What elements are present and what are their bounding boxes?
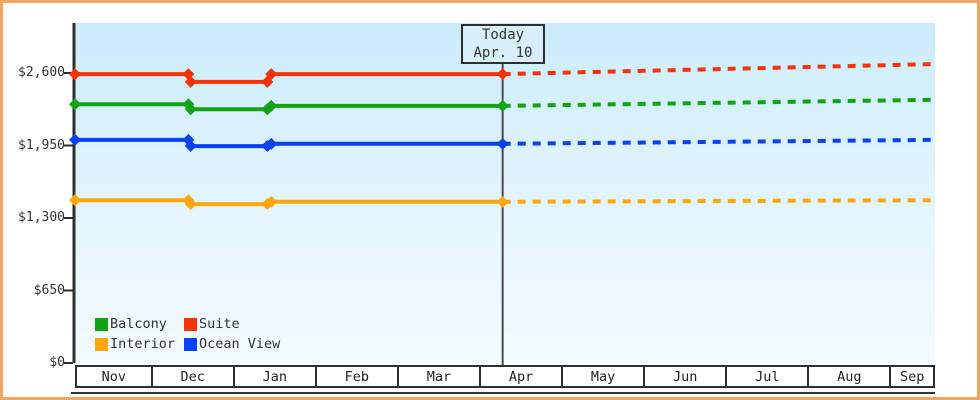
axis-bottom-rule — [71, 392, 935, 394]
series-line-solid-ocean-view — [75, 137, 503, 149]
today-vertical-line — [501, 64, 504, 365]
marker-diamond — [496, 137, 509, 150]
series-line-solid-suite — [75, 72, 503, 84]
legend-swatch — [95, 337, 108, 351]
series-line-forecast-suite — [502, 62, 933, 77]
legend-item-interior: Interior — [95, 334, 184, 354]
marker-diamond — [69, 133, 81, 146]
month-cell-jul: Jul — [727, 367, 810, 386]
series-line-forecast-ocean-view — [502, 137, 933, 146]
month-cell-aug: Aug — [809, 367, 892, 386]
marker-diamond — [69, 98, 81, 111]
y-axis-tick — [64, 144, 73, 147]
y-axis-tick — [64, 72, 73, 74]
today-date: Apr. 10 — [473, 45, 533, 61]
y-axis-line — [72, 23, 76, 363]
marker-diamond — [69, 194, 81, 207]
today-marker-box: Today Apr. 10 — [461, 24, 545, 64]
series-line-forecast-interior — [502, 198, 933, 204]
marker-diamond — [496, 68, 509, 81]
y-axis-tick — [64, 362, 73, 364]
legend-swatch — [184, 337, 197, 351]
legend: Balcony Suite Interior Ocean View — [95, 314, 280, 354]
series-line-solid-interior — [75, 198, 503, 207]
today-label: Today — [481, 27, 525, 43]
marker-diamond — [265, 195, 278, 208]
marker-diamond — [265, 68, 278, 81]
marker-diamond — [184, 140, 197, 153]
marker-diamond — [496, 195, 509, 208]
marker-diamond — [184, 198, 197, 211]
plot-area — [75, 23, 935, 363]
marker-diamond — [184, 75, 197, 88]
y-tick-label: $1,950 — [18, 137, 65, 153]
series-line-forecast-balcony — [502, 97, 933, 108]
legend-label: Interior — [110, 336, 176, 352]
y-tick-label: $2,600 — [18, 65, 65, 80]
legend-label: Balcony — [110, 316, 167, 332]
month-cell-jun: Jun — [645, 367, 728, 386]
legend-item-balcony: Balcony — [95, 314, 184, 334]
legend-label: Ocean View — [199, 336, 281, 352]
month-cell-dec: Dec — [153, 367, 235, 386]
legend-item-ocean-view: Ocean View — [184, 334, 280, 354]
y-tick-label: $650 — [33, 282, 65, 298]
chart-lines-canvas — [64, 23, 933, 365]
marker-diamond — [265, 99, 278, 112]
month-cell-sep: Sep — [900, 368, 925, 385]
y-axis-tick — [64, 289, 73, 292]
marker-diamond — [265, 137, 278, 150]
x-axis-month-row: Nov Dec Jan Feb Mar Apr May Jun Jul Aug Sep — [75, 365, 935, 388]
legend-swatch — [95, 317, 108, 331]
series-line-solid-balcony — [75, 102, 503, 112]
marker-diamond — [184, 103, 197, 116]
month-cell-nov: Nov — [77, 367, 153, 386]
y-tick-label: $0 — [49, 355, 65, 370]
month-cell-mar: Mar — [399, 367, 481, 386]
marker-diamond — [496, 99, 509, 112]
legend-item-suite: Suite — [184, 314, 280, 334]
month-cell-feb: Feb — [317, 367, 399, 386]
y-tick-label: $1,300 — [18, 210, 65, 225]
month-cell-jan: Jan — [235, 367, 317, 386]
month-cell-may: May — [563, 367, 646, 386]
legend-swatch — [184, 317, 197, 331]
legend-label: Suite — [199, 316, 240, 332]
y-axis-tick — [64, 217, 73, 219]
marker-diamond — [69, 68, 81, 81]
month-cell-apr: Apr — [481, 367, 564, 386]
